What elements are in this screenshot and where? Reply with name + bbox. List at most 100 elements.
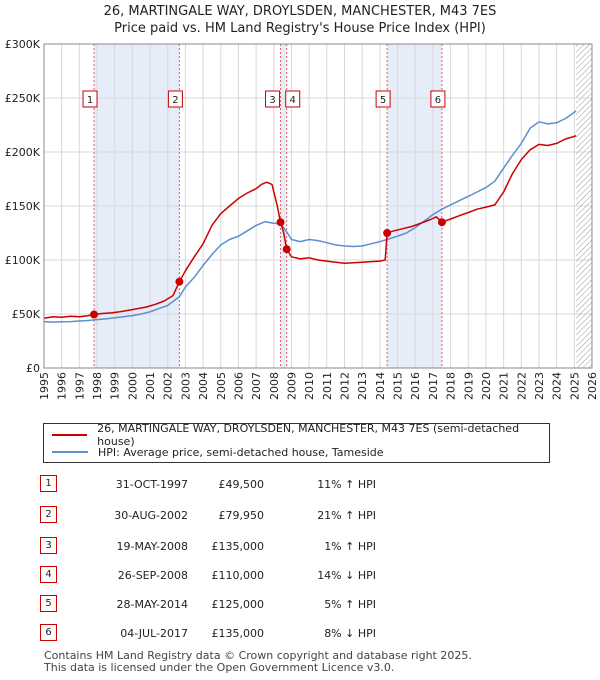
table-row: 1 31-OCT-1997 £49,500 11% ↑ HPI	[40, 475, 460, 495]
legend: 26, MARTINGALE WAY, DROYLSDEN, MANCHESTE…	[43, 422, 550, 463]
price-chart: 1 2 3 4 5 6 £0 £50K £100K £150K £200K £250K £300K 199…	[5, 38, 599, 400]
y-tick-label: £0	[26, 362, 40, 375]
sale-point	[175, 277, 184, 286]
x-tick-label: 2021	[498, 372, 511, 400]
sale-label-box	[430, 90, 446, 108]
sale-point	[383, 229, 392, 237]
sale-hpi-diff: 8% ↓ HPI	[324, 627, 376, 640]
sale-number-badge: 2	[40, 506, 57, 523]
x-tick-label: 2005	[215, 372, 228, 400]
table-row: 5 28-MAY-2014 £125,000 5% ↑ HPI	[40, 595, 460, 615]
sale-price: £79,950	[218, 509, 265, 522]
y-tick-label: £50K	[12, 308, 41, 321]
sale-number-badge: 6	[40, 624, 57, 641]
future-hatch	[576, 44, 592, 368]
sale-label-box	[285, 90, 301, 108]
sale-label-box	[167, 90, 183, 108]
x-tick-label: 2003	[179, 372, 192, 400]
x-tick-label: 2018	[445, 372, 458, 400]
x-tick-label: 1996	[56, 372, 69, 400]
x-tick-label: 2015	[392, 372, 405, 400]
x-tick-label: 1995	[38, 372, 51, 400]
sale-price: £135,000	[211, 540, 265, 553]
sale-label-text: 6	[435, 95, 441, 106]
table-row: 3 19-MAY-2008 £135,000 1% ↑ HPI	[40, 537, 460, 557]
sale-number-badge: 1	[40, 475, 57, 492]
sale-date: 30-AUG-2002	[114, 509, 188, 522]
sale-number-badge: 3	[40, 537, 57, 554]
x-tick-label: 2010	[303, 372, 316, 400]
sale-hpi-diff: 14% ↓ HPI	[317, 569, 376, 582]
sale-hpi-diff: 5% ↑ HPI	[324, 598, 376, 611]
sale-label-box	[82, 90, 98, 108]
sale-number-badge: 5	[40, 595, 57, 612]
x-tick-label: 2026	[586, 372, 599, 400]
x-tick-label: 2020	[480, 372, 493, 400]
y-tick-label: £300K	[5, 38, 41, 51]
legend-swatch-hpi	[52, 451, 88, 453]
x-tick-label: 2008	[268, 372, 281, 400]
x-tick-label: 2011	[321, 372, 334, 400]
license-line: This data is licensed under the Open Gov…	[44, 661, 395, 674]
x-tick-label: 2012	[339, 372, 352, 400]
sale-number-badge: 4	[40, 566, 57, 583]
legend-item-property: 26, MARTINGALE WAY, DROYLSDEN, MANCHESTE…	[52, 422, 549, 448]
table-row: 6 04-JUL-2017 £135,000 8% ↓ HPI	[40, 624, 460, 644]
series-line-property	[43, 135, 577, 320]
x-tick-label: 2007	[250, 372, 263, 400]
legend-label-property: 26, MARTINGALE WAY, DROYLSDEN, MANCHESTE…	[97, 422, 520, 448]
sale-label-text: 4	[290, 95, 296, 106]
x-tick-label: 2023	[533, 372, 546, 400]
sale-point	[282, 245, 291, 254]
y-tick-label: £100K	[5, 254, 41, 267]
sale-hpi-diff: 11% ↑ HPI	[317, 478, 376, 491]
sale-label-text: 1	[87, 95, 93, 106]
legend-swatch-property	[52, 434, 88, 436]
x-tick-label: 2000	[126, 372, 139, 400]
table-row: 2 30-AUG-2002 £79,950 21% ↑ HPI	[40, 506, 460, 526]
legend-label-hpi: HPI: Average price, semi-detached house,…	[98, 445, 384, 459]
sale-price: £49,500	[218, 478, 265, 491]
x-tick-label: 2019	[462, 372, 475, 400]
x-tick-label: 2009	[285, 372, 298, 400]
x-tick-label: 2016	[409, 372, 422, 400]
x-tick-label: 1998	[91, 372, 104, 400]
sale-point	[90, 310, 99, 319]
legend-item-hpi: HPI: Average price, semi-detached house,…	[52, 444, 384, 460]
y-tick-label: £200K	[5, 146, 41, 159]
sale-label-text: 2	[172, 95, 178, 106]
x-tick-label: 1997	[73, 372, 86, 400]
sale-price: £135,000	[211, 627, 265, 640]
series-line-hpi	[43, 110, 577, 323]
sale-point	[437, 218, 446, 227]
sale-date: 26-SEP-2008	[117, 569, 188, 582]
x-tick-label: 2002	[162, 372, 175, 400]
chart-subtitle: Price paid vs. HM Land Registry's House …	[114, 21, 486, 36]
sale-point	[276, 218, 285, 227]
x-tick-label: 2017	[427, 372, 440, 400]
x-tick-label: 2024	[551, 372, 564, 400]
sale-hpi-diff: 1% ↑ HPI	[324, 540, 376, 553]
x-tick-label: 2001	[144, 372, 157, 400]
sale-price: £110,000	[211, 569, 265, 582]
sale-hpi-diff: 21% ↑ HPI	[317, 509, 376, 522]
x-tick-label: 2025	[568, 372, 581, 400]
sale-price: £125,000	[211, 598, 265, 611]
x-tick-label: 2006	[232, 372, 245, 400]
y-tick-label: £250K	[5, 92, 41, 105]
sale-date: 28-MAY-2014	[116, 598, 188, 611]
x-tick-label: 2022	[515, 372, 528, 400]
table-row: 4 26-SEP-2008 £110,000 14% ↓ HPI	[40, 566, 460, 586]
sale-label-box	[375, 90, 391, 108]
x-tick-label: 2004	[197, 372, 210, 400]
y-tick-label: £150K	[5, 200, 41, 213]
sale-date: 04-JUL-2017	[120, 627, 188, 640]
chart-title: 26, MARTINGALE WAY, DROYLSDEN, MANCHESTE…	[103, 4, 497, 19]
sale-date: 19-MAY-2008	[116, 540, 188, 553]
x-tick-label: 1999	[109, 372, 122, 400]
sale-label-text: 5	[380, 95, 386, 106]
sale-date: 31-OCT-1997	[115, 478, 188, 491]
plot-border	[43, 43, 593, 369]
sale-label-box	[265, 90, 281, 108]
x-tick-label: 2014	[374, 372, 387, 400]
